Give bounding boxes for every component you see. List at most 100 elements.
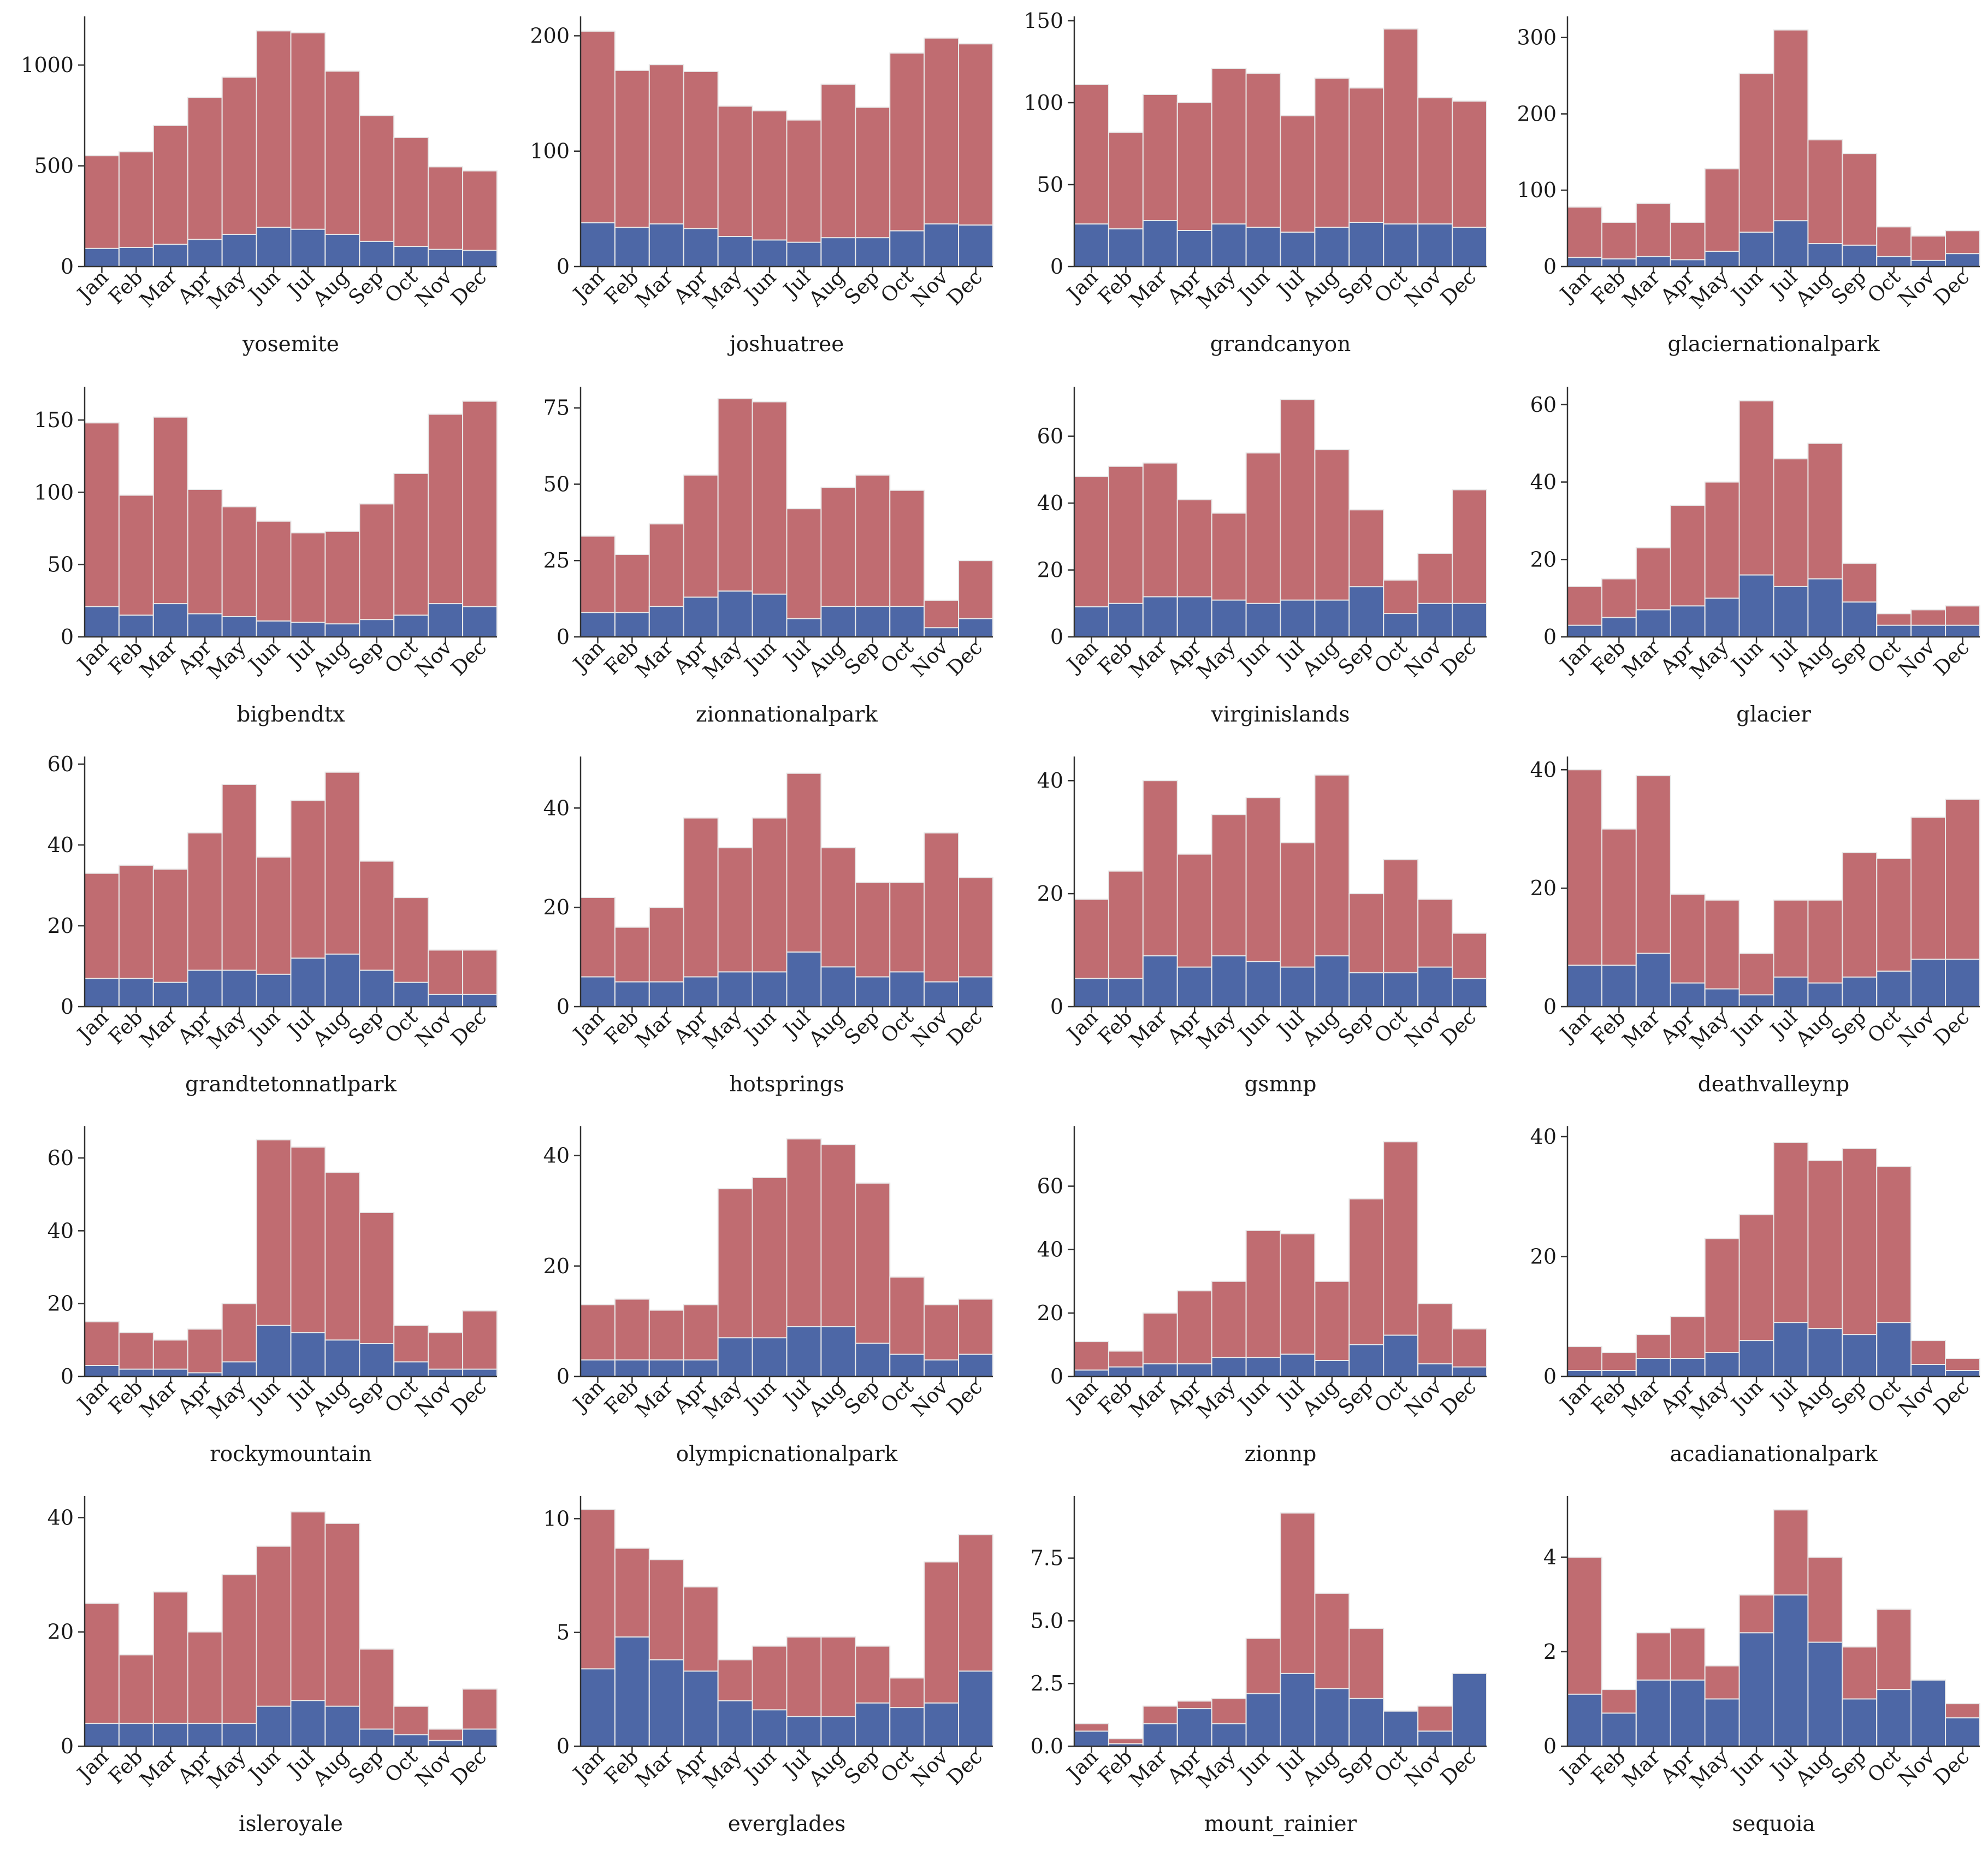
y-tick-label: 0	[1543, 995, 1557, 1019]
y-tick-label: 0	[61, 995, 74, 1019]
chart-svg: 0255075JanFebMarAprMayJunJulAugSepOctNov…	[543, 387, 993, 684]
chart-panel-mount_rainier: 0.0 2.5 5.0 7.5 Jan Feb Mar Apr May Jun Jul Aug Sep O…	[992, 1484, 1498, 1845]
chart-panel-glacier: 0 20 40 60 Jan Feb Mar Apr May Jun Jul Aug Sep Oct Nov…	[1486, 375, 1988, 735]
chart-panel-yosemite: 0 500 1000 Jan Feb Mar Apr May Jun Jul Aug Sep Oct No…	[3, 4, 508, 365]
x-tick-label-sep: Sep	[344, 1375, 388, 1420]
x-tick-label-jan: Jan	[72, 1006, 113, 1047]
y-tick-label: 100	[530, 139, 570, 163]
x-tick-label-oct: Oct	[1863, 1375, 1905, 1417]
x-tick-label-nov: Nov	[1400, 1006, 1446, 1051]
x-tick-label-mar: Mar	[1618, 1375, 1665, 1422]
bar-base-jun	[1245, 1357, 1281, 1377]
bar-total-jan	[84, 1603, 120, 1747]
bar-base-nov	[924, 1359, 960, 1378]
x-tick-label-feb: Feb	[1093, 265, 1137, 309]
chart-panel-grandtetonnatlpark: 0 20 40 60 Jan Feb Mar Apr May Jun Jul Aug Sep Oct Nov…	[3, 744, 508, 1105]
y-tick-label: 100	[1517, 178, 1557, 202]
chart-svg: 0204060JanFebMarAprMayJunJulAugSepOctNov…	[48, 752, 498, 1054]
x-tick-label-sep: Sep	[1827, 636, 1871, 680]
chart-panel-deathvalleynp: 0 20 40 Jan Feb Mar Apr May Jun Jul Aug Sep Oct Nov De…	[1486, 744, 1988, 1105]
bar-base-oct	[889, 1707, 925, 1747]
bar-base-sep	[1348, 1698, 1384, 1747]
chart-svg: 0204060JanFebMarAprMayJunJulAugSepOctNov…	[1037, 1126, 1487, 1423]
x-tick-label-jan: Jan	[567, 1006, 609, 1047]
bar-base-apr	[683, 1670, 719, 1747]
chart-panel-zionnp: 0 20 40 60 Jan Feb Mar Apr May Jun Jul Aug Sep Oct Nov…	[992, 1114, 1498, 1475]
bar-base-mar	[152, 603, 188, 637]
chart-svg: 0204060JanFebMarAprMayJunJulAugSepOctNov…	[1037, 387, 1487, 684]
bar-base-sep	[359, 1728, 395, 1747]
x-tick-label-oct: Oct	[380, 1745, 422, 1787]
x-tick-label-jan: Jan	[567, 1745, 609, 1787]
x-tick-label-jan: Jan	[1061, 636, 1103, 677]
bar-base-sep	[1348, 1344, 1384, 1378]
y-tick-label: 40	[1037, 1238, 1063, 1262]
bar-base-apr	[1176, 1363, 1212, 1378]
x-tick-label-jan: Jan	[1554, 1745, 1596, 1787]
x-tick-label-nov: Nov	[907, 636, 952, 682]
bar-base-aug	[1807, 982, 1843, 1007]
x-tick-label-aug: Aug	[804, 1375, 850, 1421]
bar-base-jun	[1738, 994, 1774, 1008]
x-tick-label-mar: Mar	[631, 1006, 678, 1053]
x-tick-label-may: May	[699, 1375, 747, 1423]
x-tick-label-nov: Nov	[411, 1375, 457, 1421]
bar-base-jun	[752, 593, 788, 638]
x-tick-label-jun: Jun	[738, 265, 780, 308]
bar-base-may	[1211, 223, 1247, 267]
bar-base-sep	[855, 976, 891, 1008]
panel-title: rockymountain	[210, 1442, 372, 1467]
y-tick-label: 50	[1037, 173, 1063, 197]
bar-base-dec	[1452, 978, 1487, 1007]
x-tick-label-jun: Jun	[242, 1006, 285, 1048]
bar-base-aug	[820, 1716, 856, 1747]
y-tick-label: 40	[1037, 769, 1063, 793]
x-tick-label-feb: Feb	[104, 265, 147, 309]
y-tick-label: 40	[48, 1219, 74, 1243]
x-tick-label-jan: Jan	[1061, 1375, 1103, 1417]
bar-base-sep	[1348, 586, 1384, 637]
bar-base-oct	[1383, 223, 1419, 267]
bar-base-mar	[648, 981, 684, 1007]
bar-base-aug	[820, 966, 856, 1008]
bar-base-nov	[924, 627, 960, 638]
bar-base-jun	[752, 1337, 788, 1377]
y-tick-label: 40	[48, 833, 74, 857]
y-tick-label: 50	[48, 553, 74, 577]
bar-base-apr	[187, 613, 223, 638]
bar-base-feb	[1601, 1712, 1637, 1747]
bar-base-nov	[1417, 1363, 1453, 1378]
x-tick-label-mar: Mar	[1618, 1006, 1665, 1053]
x-tick-label-feb: Feb	[104, 636, 147, 679]
x-tick-label-may: May	[203, 1745, 251, 1793]
bar-base-oct	[1876, 1689, 1912, 1747]
bar-base-mar	[648, 1659, 684, 1747]
x-tick-label-feb: Feb	[600, 1745, 643, 1788]
y-tick-label: 60	[48, 752, 74, 776]
bar-base-may	[717, 590, 753, 638]
x-tick-label-aug: Aug	[1298, 1375, 1344, 1421]
y-tick-label: 300	[1517, 26, 1557, 50]
bar-base-aug	[1314, 1688, 1350, 1747]
x-tick-label-may: May	[1192, 1745, 1240, 1793]
x-tick-label-jan: Jan	[72, 1745, 113, 1787]
y-tick-label: 0	[1543, 1364, 1557, 1388]
chart-svg: 0100200300JanFebMarAprMayJunJulAugSepOct…	[1517, 16, 1980, 314]
bar-base-may	[717, 971, 753, 1008]
bar-base-may	[1704, 251, 1740, 267]
x-tick-label-nov: Nov	[1894, 636, 1939, 682]
bar-base-sep	[855, 237, 891, 268]
x-tick-label-sep: Sep	[840, 265, 884, 310]
bar-base-jul	[786, 951, 822, 1007]
y-tick-label: 0	[1543, 625, 1557, 649]
bar-base-feb	[1601, 617, 1637, 637]
bar-base-nov	[428, 1740, 464, 1747]
x-tick-label-nov: Nov	[1894, 1375, 1939, 1421]
bar-base-jul	[1280, 1353, 1316, 1377]
bar-base-jul	[1280, 1672, 1316, 1747]
x-tick-label-jan: Jan	[72, 265, 113, 307]
bar-total-jan	[1567, 206, 1602, 267]
x-tick-label-nov: Nov	[411, 1006, 457, 1051]
x-tick-label-feb: Feb	[1093, 1745, 1137, 1788]
y-tick-label: 0	[61, 1734, 74, 1758]
